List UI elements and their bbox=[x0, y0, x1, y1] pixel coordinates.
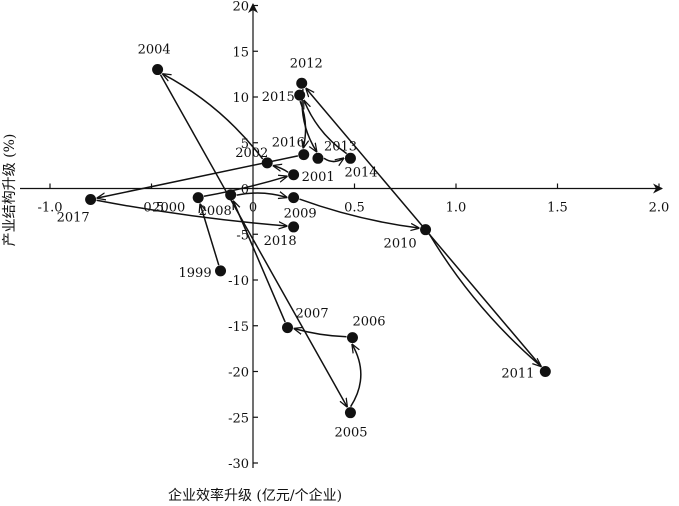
point-2017 bbox=[85, 193, 97, 205]
y-axis-title: 产业结构升级 (%) bbox=[2, 134, 18, 247]
x-axis-title: 企业效率升级 (亿元/个企业) bbox=[168, 487, 342, 504]
segment-2010-2011 bbox=[428, 233, 540, 366]
point-2005 bbox=[344, 407, 356, 419]
label-2017: 2017 bbox=[57, 210, 90, 225]
segment-2007-2008 bbox=[233, 201, 286, 323]
label-2005: 2005 bbox=[334, 426, 367, 441]
label-2015: 2015 bbox=[262, 90, 295, 105]
label-2008: 2008 bbox=[199, 204, 232, 219]
point-2009 bbox=[288, 192, 300, 204]
segment-1999-2000 bbox=[200, 204, 220, 266]
axes: -1.0 -0.5 0 0.5 1.0 1.5 2.0-30-25-20-15-10-505… bbox=[20, 0, 669, 472]
point-labels: 1999 2000 2001 2002 2004 2005 2006 2007 2008 2009… bbox=[57, 43, 535, 441]
segment-2013-2014 bbox=[323, 158, 343, 161]
segment-2015-2016 bbox=[299, 100, 305, 148]
segment-2002-2004 bbox=[163, 74, 264, 160]
y-tick-label: -20 bbox=[228, 366, 249, 381]
point-2018 bbox=[288, 221, 300, 233]
point-1999 bbox=[215, 265, 227, 277]
x-tick-label: 1.5 bbox=[547, 201, 568, 216]
point-2001 bbox=[288, 169, 300, 181]
label-2002: 2002 bbox=[235, 146, 268, 161]
label-2000: 2000 bbox=[152, 201, 185, 216]
point-2006 bbox=[346, 332, 358, 344]
y-tick-label: 10 bbox=[232, 91, 249, 106]
segment-2014-2015 bbox=[304, 101, 348, 155]
point-2011 bbox=[539, 366, 551, 377]
point-2010 bbox=[420, 224, 432, 236]
point-2000 bbox=[192, 192, 204, 204]
x-tick-label: -1.0 bbox=[37, 201, 62, 216]
point-2007 bbox=[282, 322, 294, 334]
point-2013 bbox=[312, 152, 324, 164]
label-2006: 2006 bbox=[352, 315, 385, 330]
point-2004 bbox=[152, 64, 164, 76]
segment-2005-2006 bbox=[349, 345, 362, 408]
point-2012 bbox=[296, 77, 308, 89]
x-tick-label: -0.5 bbox=[139, 201, 164, 216]
segment-2009-2010 bbox=[299, 198, 418, 228]
x-tick-label: 0.5 bbox=[344, 201, 365, 216]
label-2014: 2014 bbox=[344, 165, 377, 180]
label-2018: 2018 bbox=[264, 234, 297, 249]
point-2014 bbox=[344, 152, 356, 164]
segment-2017-2018 bbox=[96, 199, 287, 226]
label-2011: 2011 bbox=[501, 367, 534, 382]
label-1999: 1999 bbox=[179, 266, 212, 281]
y-tick-label: 15 bbox=[232, 45, 249, 60]
y-tick-label: -30 bbox=[228, 457, 249, 472]
data-points bbox=[85, 64, 551, 419]
segment-2001-2002 bbox=[274, 166, 289, 173]
y-tick-label: -5 bbox=[236, 228, 249, 243]
y-tick-label: -25 bbox=[228, 411, 249, 426]
y-tick-label: 20 bbox=[232, 0, 249, 15]
trajectory-paths bbox=[97, 74, 542, 407]
segment-2006-2007 bbox=[294, 329, 347, 338]
point-2008 bbox=[225, 189, 237, 201]
point-2016 bbox=[298, 149, 310, 161]
label-2001: 2001 bbox=[302, 170, 335, 185]
segment-2016-2017 bbox=[97, 155, 299, 198]
label-2013: 2013 bbox=[324, 139, 357, 154]
y-tick-label: -15 bbox=[228, 320, 249, 335]
label-2009: 2009 bbox=[284, 207, 317, 222]
x-tick-label: 2.0 bbox=[649, 201, 670, 216]
point-2002 bbox=[261, 157, 273, 169]
x-tick-label: 0 bbox=[249, 201, 257, 216]
segment-2008-2009 bbox=[236, 193, 287, 197]
label-2016: 2016 bbox=[272, 136, 305, 151]
segment-2000-2001 bbox=[203, 176, 287, 197]
label-2012: 2012 bbox=[290, 56, 323, 71]
label-2007: 2007 bbox=[296, 307, 329, 322]
point-2015 bbox=[294, 89, 306, 101]
label-2004: 2004 bbox=[138, 43, 171, 58]
x-tick-label: 1.0 bbox=[446, 201, 467, 216]
segment-2004-2005 bbox=[159, 74, 347, 407]
y-tick-label: 0 bbox=[241, 183, 249, 198]
label-2010: 2010 bbox=[384, 237, 417, 252]
y-tick-label: -10 bbox=[228, 274, 249, 289]
y-tick-label: 5 bbox=[241, 137, 249, 152]
